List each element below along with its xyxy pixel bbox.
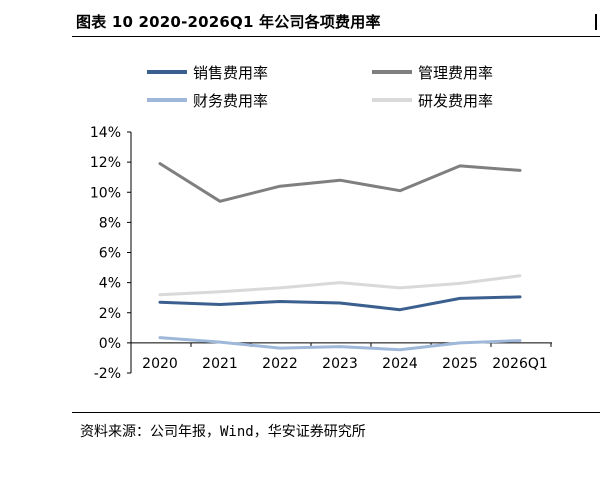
y-axis: 14% 12% 10% 8% 6% 4% 2% 0% -2% <box>90 125 132 382</box>
figure-title: 图表 10 2020-2026Q1 年公司各项费用率 <box>76 13 381 31</box>
y-tick-label: 2% <box>99 306 121 322</box>
x-tick-label: 2025 <box>442 356 478 372</box>
legend-label: 销售费用率 <box>193 64 268 82</box>
series-line-4 <box>158 274 522 297</box>
x-tick-label: 2021 <box>202 356 238 372</box>
series-line-1 <box>158 295 522 312</box>
x-axis: 2020 2021 2022 2023 2024 2025 2026Q1 <box>131 342 552 372</box>
y-tick-label: 10% <box>90 185 121 201</box>
y-tick-label: 12% <box>90 155 121 171</box>
y-tick-label: -2% <box>94 366 121 382</box>
y-tick-label: 0% <box>99 336 121 352</box>
x-tick-label: 2022 <box>262 356 298 372</box>
legend-label: 管理费用率 <box>418 64 493 82</box>
source-rule <box>72 412 600 413</box>
y-tick-label: 8% <box>99 215 121 231</box>
y-tick-label: 6% <box>99 246 121 262</box>
title-rule <box>72 36 600 37</box>
legend-label: 研发费用率 <box>418 92 493 110</box>
x-tick-label: 2020 <box>142 356 178 372</box>
series-line-3 <box>158 336 522 352</box>
header-edge-mark <box>595 14 597 30</box>
y-tick-label: 14% <box>90 125 121 141</box>
source-note: 资料来源：公司年报，Wind，华安证券研究所 <box>80 424 366 440</box>
series-lines <box>158 162 522 352</box>
x-tick-label: 2026Q1 <box>492 356 548 372</box>
series-line-2 <box>158 162 522 203</box>
x-tick-label: 2023 <box>322 356 358 372</box>
legend-label: 财务费用率 <box>193 92 268 110</box>
x-tick-label: 2024 <box>382 356 418 372</box>
y-tick-label: 4% <box>99 276 121 292</box>
